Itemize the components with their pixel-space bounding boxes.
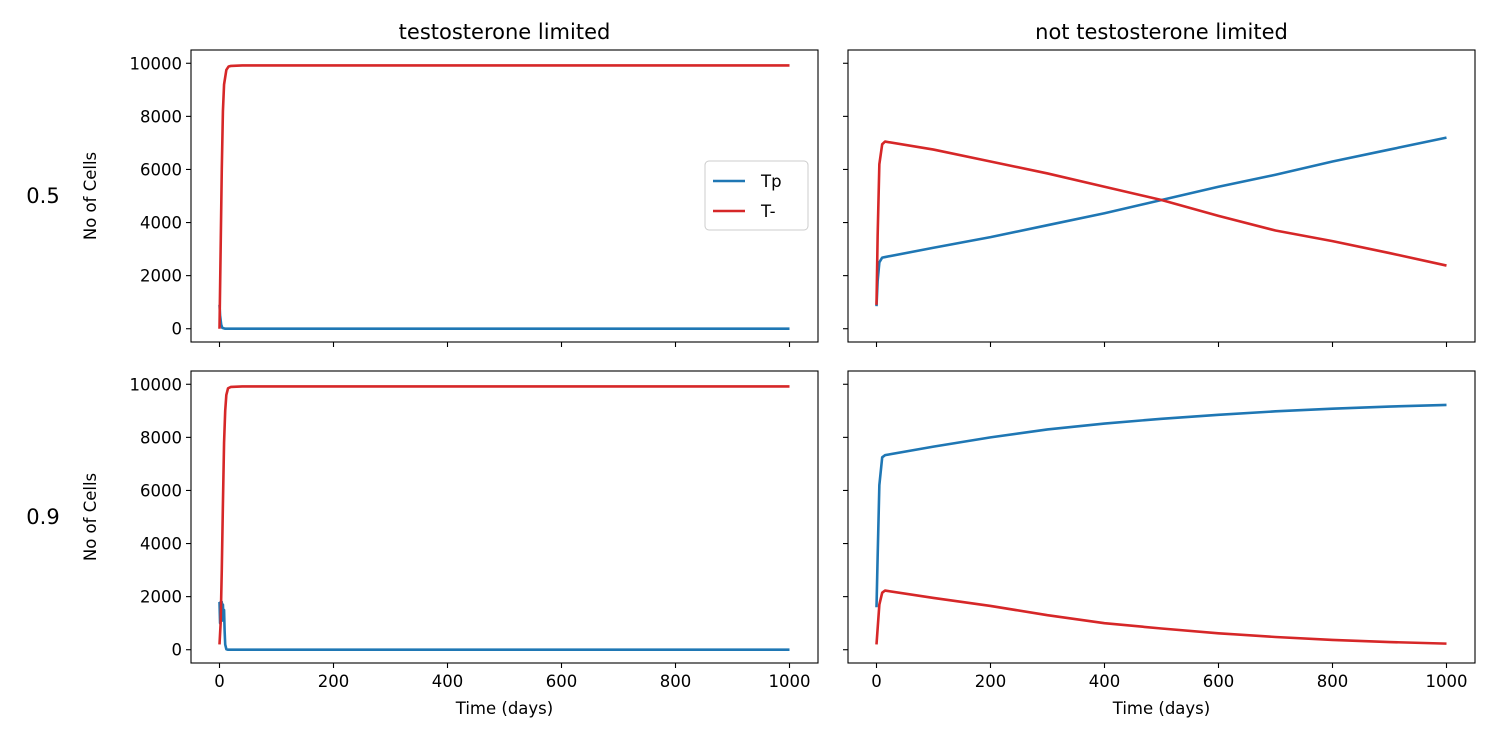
x-tick-label: 1000	[1426, 672, 1468, 691]
y-tick-label: 0	[172, 320, 183, 339]
x-tick-label: 800	[660, 672, 692, 691]
y-tick-label: 10000	[130, 375, 183, 394]
axes-frame	[847, 49, 1476, 343]
x-tick-label: 400	[1089, 672, 1121, 691]
axes-frame	[190, 370, 819, 664]
y-tick-label: 4000	[140, 535, 182, 554]
x-axis-label: Time (days)	[1112, 699, 1210, 718]
x-tick-label: 600	[1203, 672, 1235, 691]
x-tick-label: 600	[546, 672, 578, 691]
x-tick-label: 200	[975, 672, 1007, 691]
legend-box	[704, 160, 809, 231]
chart-panel-4: 0 200 400 600 800 1000 Time (days)	[843, 370, 1476, 718]
y-tick-label: 8000	[140, 107, 182, 126]
series-line-tp	[218, 600, 790, 652]
panel-title: not testosterone limited	[1035, 20, 1288, 44]
x-tick-label: 0	[214, 672, 225, 691]
x-tick-label: 1000	[769, 672, 811, 691]
axes-frame	[190, 49, 819, 343]
x-tick-label: 0	[871, 672, 882, 691]
y-tick-label: 2000	[140, 588, 182, 607]
y-axis-label: No of Cells	[81, 152, 100, 240]
x-tick-label: 800	[1317, 672, 1349, 691]
row-label: 0.5	[26, 184, 59, 208]
x-axis-label: Time (days)	[455, 699, 553, 718]
y-tick-label: 10000	[130, 54, 183, 73]
y-axis-label: No of Cells	[81, 473, 100, 561]
legend-entry-label: Tp	[760, 172, 782, 191]
x-tick-label: 200	[318, 672, 350, 691]
series-line-tp	[218, 304, 790, 331]
chart-panel-3: 0 200 400 600 800 10000200040006000800010000T…	[26, 370, 819, 718]
legend-entry-label: T-	[760, 202, 776, 221]
series-line-t	[218, 64, 790, 329]
y-tick-label: 4000	[140, 214, 182, 233]
series-line-tp	[875, 403, 1447, 608]
y-tick-label: 6000	[140, 160, 182, 179]
x-tick-label: 400	[432, 672, 464, 691]
chart-panel-2: not testosterone limited	[843, 20, 1476, 347]
legend: Tp T-	[704, 160, 809, 231]
axes-frame	[847, 370, 1476, 664]
y-tick-label: 6000	[140, 481, 182, 500]
y-tick-label: 0	[172, 641, 183, 660]
y-tick-label: 2000	[140, 267, 182, 286]
series-line-t	[218, 385, 790, 645]
chart-panel-1: 0 2000 4000 6000 8000 10000 testosterone limit…	[26, 20, 819, 347]
series-line-t	[875, 140, 1447, 305]
y-tick-label: 8000	[140, 428, 182, 447]
row-label: 0.9	[26, 505, 59, 529]
series-line-tp	[875, 136, 1447, 307]
panel-title: testosterone limited	[399, 20, 611, 44]
series-line-t	[875, 589, 1447, 645]
